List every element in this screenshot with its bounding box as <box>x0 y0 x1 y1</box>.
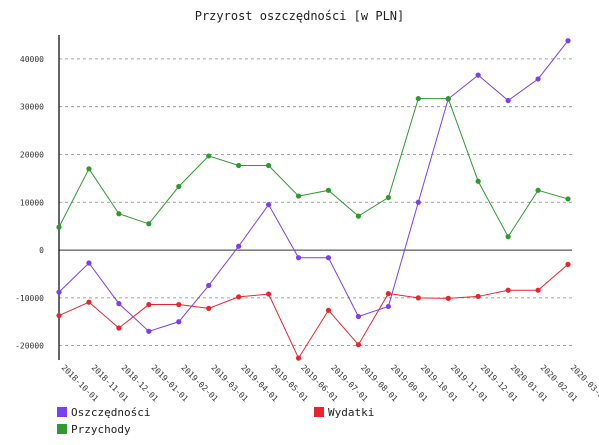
series-przychody <box>56 95 571 240</box>
series-line <box>58 264 569 360</box>
y-tick-label: 10000 <box>20 198 44 207</box>
data-point <box>355 313 362 320</box>
legend-item: Oszczędności <box>57 406 150 419</box>
data-point <box>475 178 481 184</box>
data-point <box>415 199 421 205</box>
data-point <box>295 193 302 199</box>
data-point <box>475 293 481 300</box>
data-point <box>265 162 272 169</box>
legend-item: Wydatki <box>314 406 374 419</box>
data-point <box>146 328 152 334</box>
data-point <box>206 153 212 159</box>
legend-label: Przychody <box>71 423 131 436</box>
data-point <box>325 187 332 193</box>
legend-item: Przychody <box>57 423 131 436</box>
data-point <box>505 287 511 293</box>
data-point <box>146 301 152 308</box>
y-tick-label: -10000 <box>15 294 44 303</box>
data-point <box>535 76 541 82</box>
y-tick-labels: -20000 -10000 0 10000 20000 30000 40000 <box>15 55 44 351</box>
data-point <box>385 194 391 201</box>
data-point <box>176 183 182 190</box>
series-oszcz-dno-ci <box>56 38 571 334</box>
data-point <box>236 162 242 169</box>
data-point <box>86 166 92 172</box>
data-point <box>355 342 362 348</box>
data-point <box>206 282 212 289</box>
legend-label: Wydatki <box>328 406 374 419</box>
data-point <box>236 294 242 300</box>
data-point <box>535 287 541 293</box>
data-point <box>355 213 362 219</box>
y-tick-label: 0 <box>39 246 44 255</box>
series-line <box>58 40 569 332</box>
data-point <box>176 319 182 325</box>
series-line <box>58 98 569 238</box>
series-layer <box>56 38 571 361</box>
data-point <box>565 261 571 268</box>
data-point <box>445 295 451 301</box>
data-point <box>116 301 122 307</box>
data-point <box>445 95 451 102</box>
series-wydatki <box>56 261 571 361</box>
data-point <box>565 38 571 44</box>
data-point <box>295 355 302 361</box>
data-point <box>265 291 272 297</box>
y-tick-label: -20000 <box>15 342 44 351</box>
data-point <box>265 202 272 208</box>
data-point <box>206 305 212 311</box>
data-point <box>475 72 481 78</box>
data-point <box>146 221 152 227</box>
data-point <box>86 299 92 305</box>
data-point <box>505 234 511 240</box>
data-point <box>535 187 541 193</box>
legend-swatch <box>57 407 67 417</box>
data-point <box>86 260 92 266</box>
y-tick-label: 40000 <box>20 55 44 64</box>
data-point <box>385 303 391 310</box>
data-point <box>565 196 571 202</box>
data-point <box>116 325 122 331</box>
data-point <box>56 224 62 230</box>
data-point <box>116 211 122 217</box>
data-point <box>56 289 62 295</box>
data-point <box>325 255 332 261</box>
legend: Oszczędności Przychody Wydatki <box>57 406 374 436</box>
data-point <box>56 312 62 319</box>
y-tick-label: 20000 <box>20 150 44 159</box>
x-tick-labels: 2018-10-012018-11-012018-12-012019-01-01… <box>60 363 599 404</box>
data-point <box>236 243 242 249</box>
data-point <box>385 290 391 297</box>
legend-swatch <box>314 407 324 417</box>
y-tick-label: 30000 <box>20 103 44 112</box>
data-point <box>325 307 332 313</box>
legend-label: Oszczędności <box>71 406 150 419</box>
data-point <box>415 295 421 301</box>
data-point <box>505 97 511 104</box>
legend-swatch <box>57 424 67 434</box>
data-point <box>176 301 182 308</box>
chart-title: Przyrost oszczędności [w PLN] <box>195 9 405 23</box>
data-point <box>415 95 421 102</box>
data-point <box>295 255 302 261</box>
grid-layer <box>59 58 572 347</box>
